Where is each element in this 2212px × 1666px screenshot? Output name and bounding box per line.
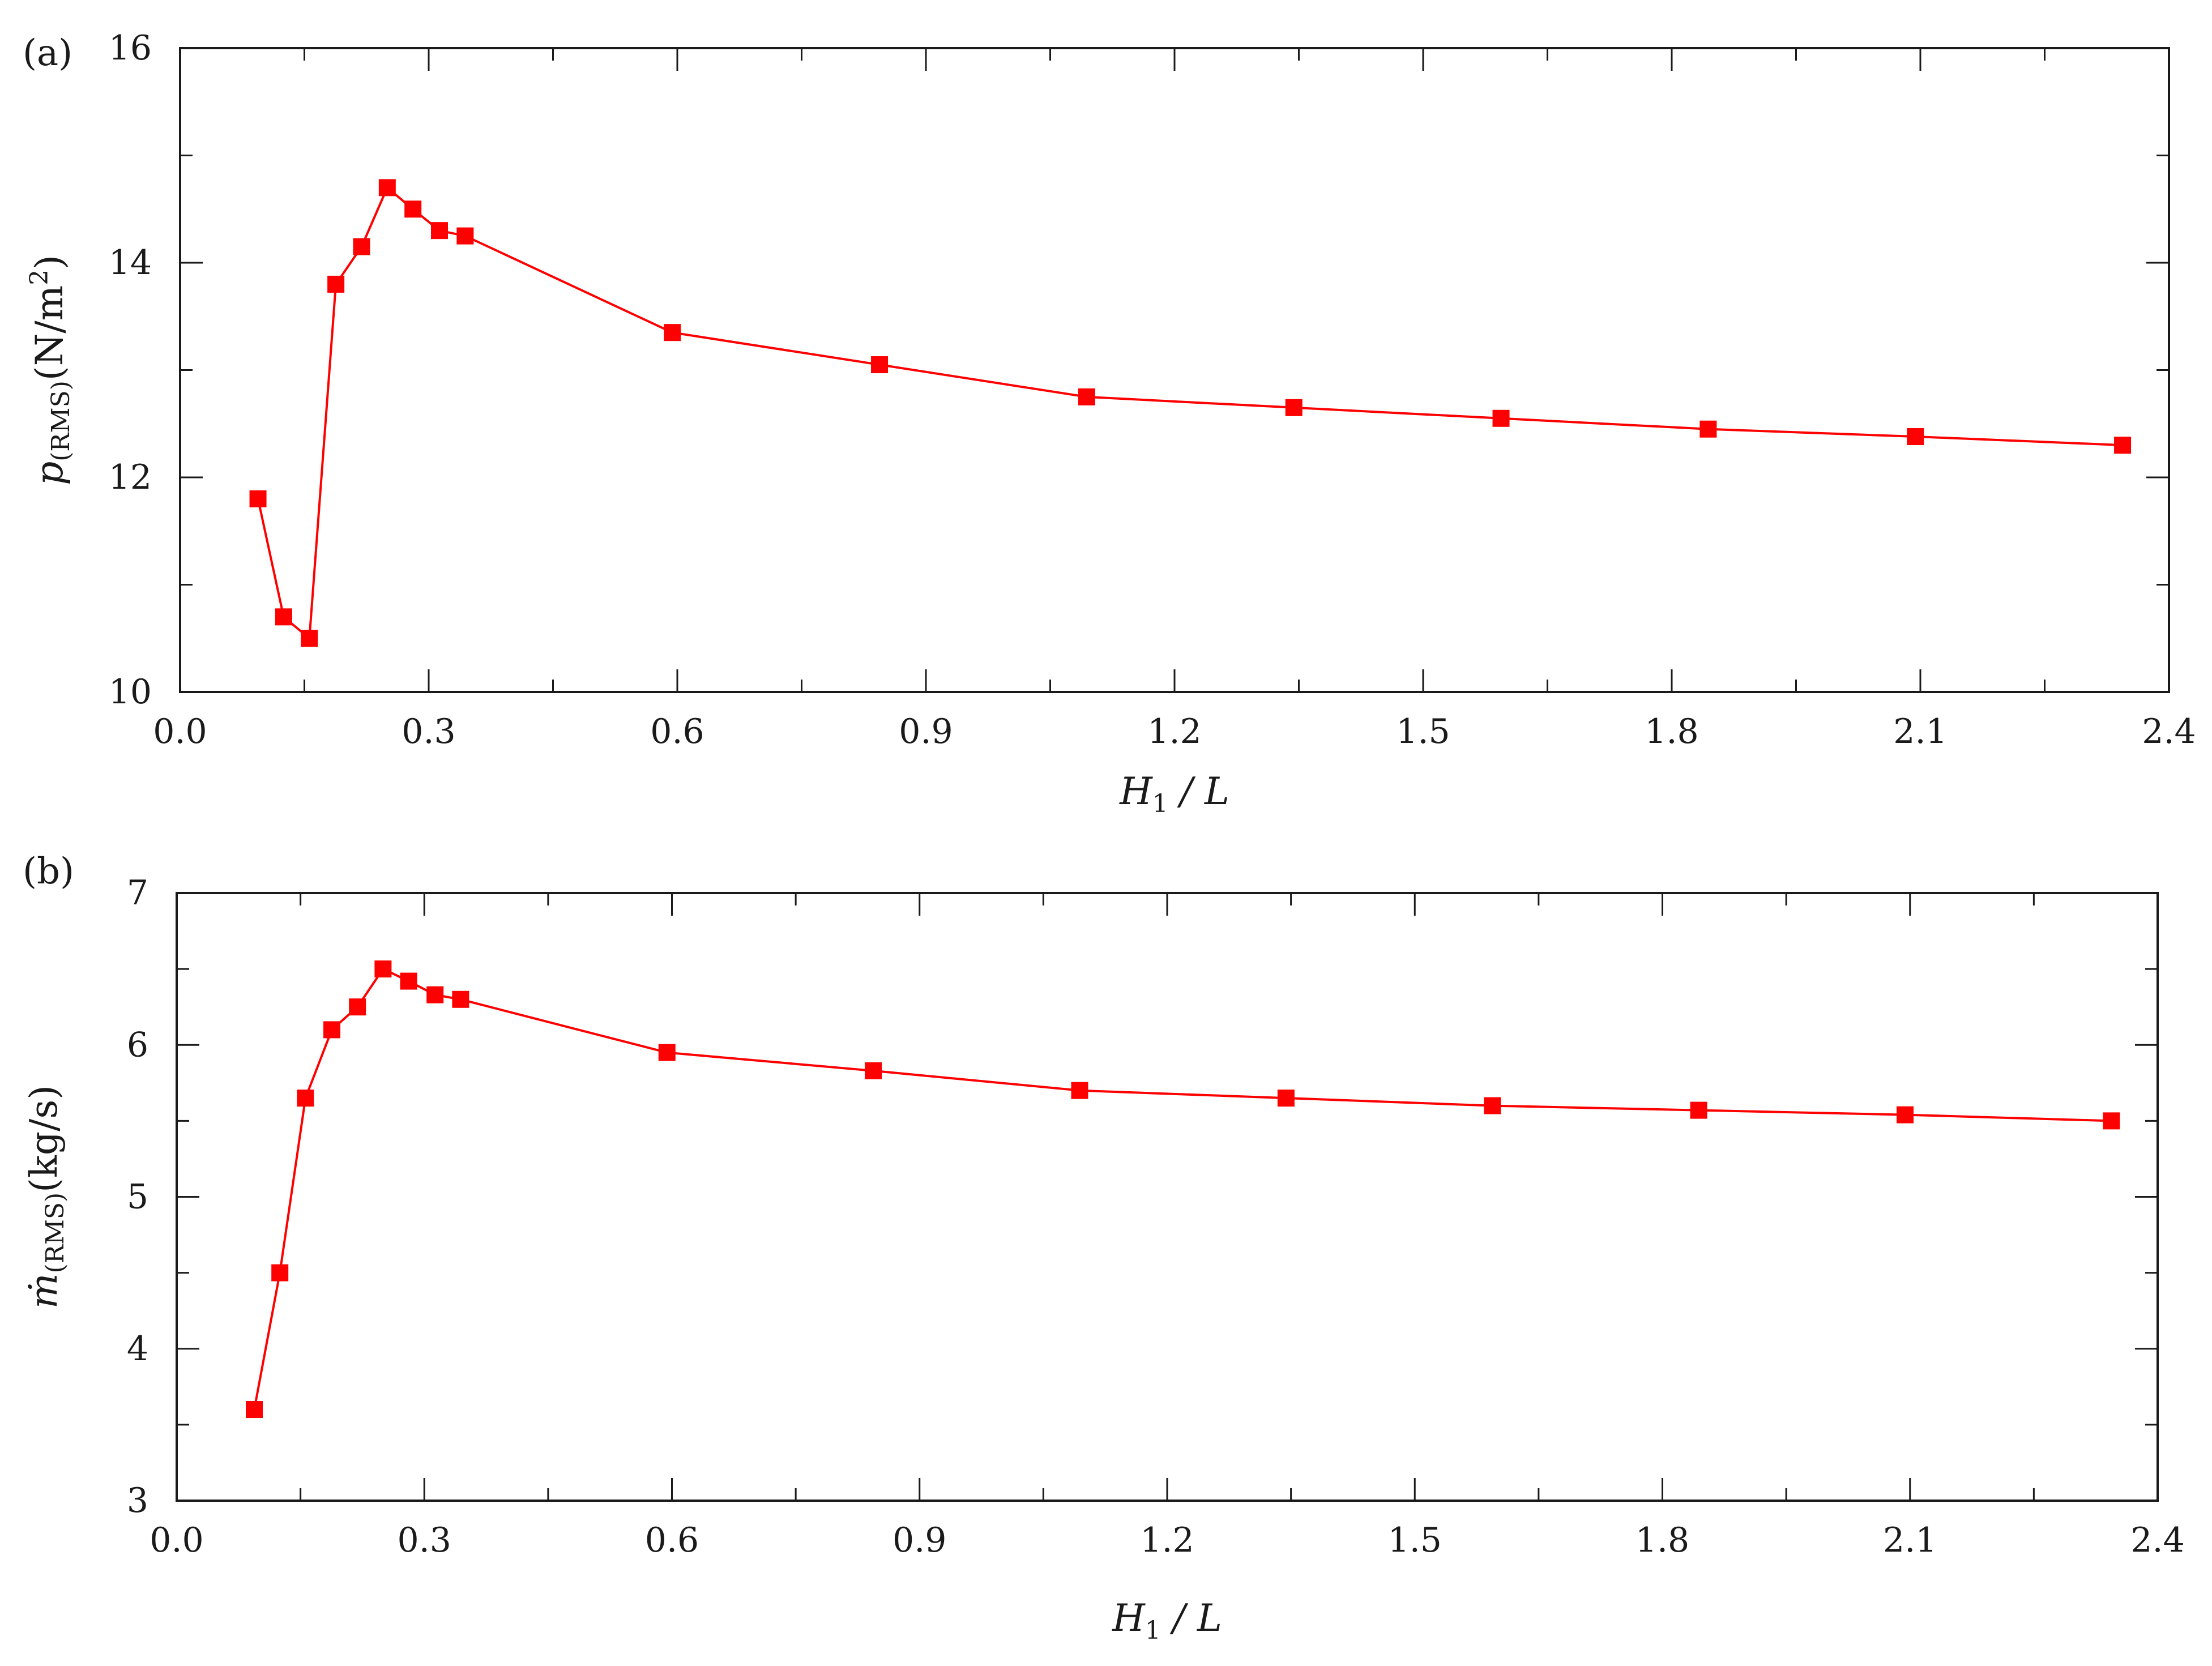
data-point (271, 1264, 289, 1281)
y-tick-label: 4 (127, 1329, 148, 1369)
data-point (1492, 409, 1510, 427)
x-tick-label: 1.5 (1388, 1520, 1442, 1560)
data-point (1699, 420, 1717, 438)
series-line (253, 967, 2112, 1410)
x-tick-label: 0.3 (402, 712, 455, 751)
data-point (301, 630, 318, 647)
data-point (400, 972, 417, 990)
panel-label: (b) (23, 851, 74, 892)
data-point (456, 227, 474, 245)
y-axis-label-unit-sup: 2 (25, 270, 54, 285)
y-tick-label: 3 (127, 1481, 148, 1520)
x-axis-label-rest: / L (1161, 1596, 1222, 1640)
data-point (452, 990, 469, 1008)
data-point (1897, 1106, 1914, 1124)
data-point (353, 238, 370, 255)
data-point (664, 324, 681, 341)
data-point (1078, 388, 1095, 405)
y-axis-label-unit: (kg/s) (22, 1085, 66, 1193)
y-tick-label: 7 (127, 873, 148, 913)
x-axis-label: H1 / L (1119, 770, 1229, 818)
data-point (1277, 1090, 1295, 1107)
y-axis-label-unit-close: ) (28, 255, 71, 270)
data-point (1071, 1082, 1088, 1099)
x-axis-label: H1 / L (1112, 1596, 1222, 1645)
data-point (431, 222, 449, 240)
data-point (871, 356, 889, 374)
x-axis-label-rest: / L (1168, 770, 1229, 813)
x-axis-label-main: H (1119, 770, 1153, 813)
y-axis-label: p(RMS)(N/m2) (25, 255, 75, 485)
x-tick-label: 0.9 (899, 712, 953, 751)
x-tick-label: 1.5 (1396, 712, 1450, 751)
x-tick-label: 0.6 (645, 1520, 699, 1560)
x-tick-label: 0.0 (153, 712, 207, 751)
y-axis-label-main: ṁ (22, 1273, 66, 1309)
panel-a: 0.0 0.3 0.6 0.9 1.2 1.5 1.8 2.1 2.410121416(a)H1… (23, 28, 2196, 818)
y-axis-label-unit: (N/m (28, 285, 71, 381)
x-tick-label: 0.3 (398, 1520, 451, 1560)
data-point (2114, 437, 2132, 454)
data-point (1285, 399, 1303, 416)
x-tick-label: 2.1 (1883, 1520, 1937, 1560)
y-axis-label-sub: (RMS) (41, 1193, 70, 1274)
y-axis-label-main: p (28, 462, 71, 485)
plot-frame (176, 892, 2159, 1502)
x-tick-label: 1.2 (1140, 1520, 1194, 1560)
x-axis-label-main: H (1112, 1596, 1146, 1640)
data-point (658, 1044, 676, 1061)
data-point (246, 1401, 263, 1419)
plot-frame (179, 47, 2170, 693)
x-tick-label: 1.2 (1147, 712, 1201, 751)
x-tick-label: 0.9 (893, 1520, 946, 1560)
y-axis-label: ṁ(RMS)(kg/s) (22, 1085, 70, 1309)
data-point (327, 275, 345, 293)
data-point (426, 986, 444, 1003)
data-point (865, 1062, 882, 1079)
panel-label: (a) (23, 32, 72, 74)
series-line (257, 186, 2123, 641)
y-tick-label: 6 (127, 1025, 148, 1065)
panel-b: 0.0 0.3 0.6 0.9 1.2 1.5 1.8 2.1 2.4 3 4 5 6 7 (b) H1 / … (22, 851, 2185, 1645)
data-point (1907, 428, 1924, 445)
x-axis-label-sub: 1 (1145, 1616, 1161, 1645)
data-point (1690, 1101, 1707, 1119)
x-tick-label: 2.4 (2142, 712, 2196, 751)
x-axis-label-sub: 1 (1152, 789, 1168, 818)
data-point (374, 960, 392, 978)
data-point (275, 608, 292, 626)
x-tick-label: 2.4 (2130, 1520, 2184, 1560)
data-point (2103, 1112, 2120, 1130)
y-tick-label: 10 (109, 672, 152, 712)
data-point (297, 1090, 314, 1107)
data-point (349, 998, 366, 1016)
y-tick-label: 5 (127, 1177, 148, 1217)
y-tick-label: 14 (109, 243, 152, 283)
y-axis-label-sub: (RMS) (46, 381, 75, 462)
x-tick-label: 0.0 (150, 1520, 203, 1560)
data-point (404, 200, 422, 218)
x-tick-label: 2.1 (1893, 712, 1947, 751)
data-point (249, 490, 267, 507)
x-tick-label: 1.8 (1635, 1520, 1689, 1560)
data-point (323, 1021, 341, 1039)
y-tick-label: 16 (109, 28, 152, 68)
x-tick-label: 0.6 (650, 712, 704, 751)
y-tick-label: 12 (109, 458, 152, 497)
x-tick-label: 1.8 (1645, 712, 1698, 751)
data-point (1484, 1097, 1501, 1114)
data-point (378, 179, 396, 196)
